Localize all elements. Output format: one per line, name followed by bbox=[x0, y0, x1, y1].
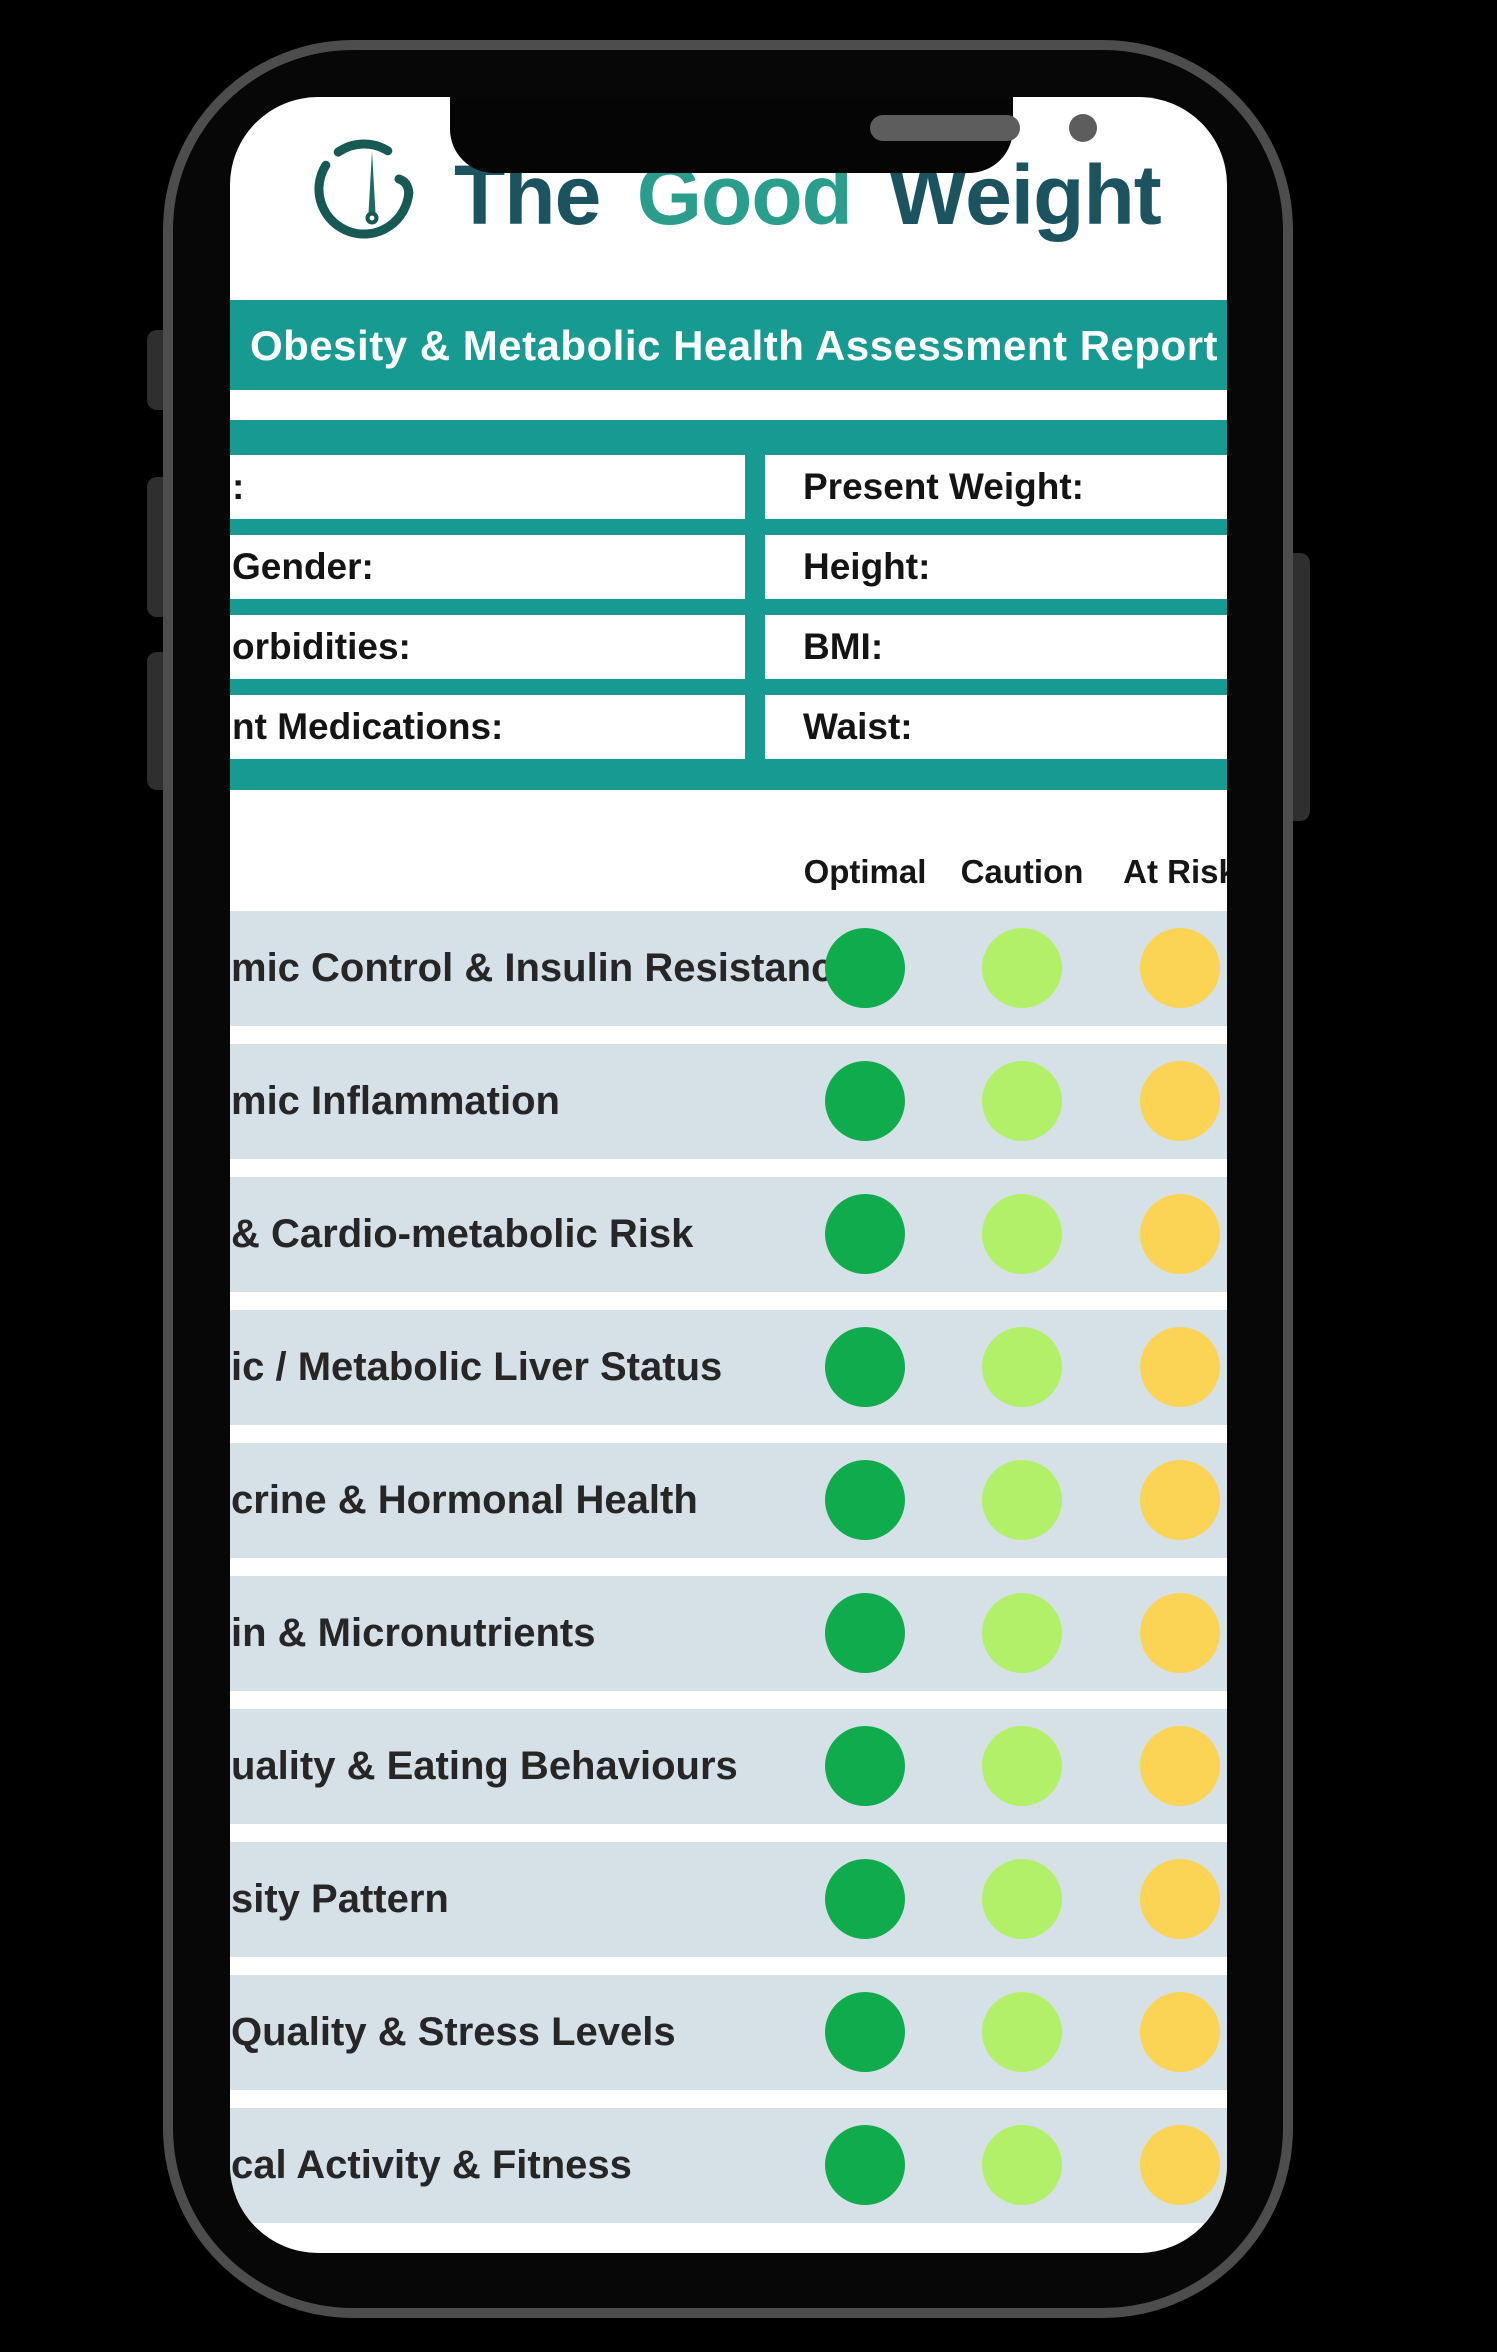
status-dot-optimal bbox=[825, 1593, 905, 1673]
patient-field-right-2: BMI: bbox=[765, 615, 1227, 679]
report-title: Obesity & Metabolic Health Assessment Re… bbox=[250, 322, 1219, 369]
status-dot-at_risk bbox=[1140, 1061, 1220, 1141]
report-title-banner: Obesity & Metabolic Health Assessment Re… bbox=[230, 300, 1227, 390]
status-dot-caution bbox=[982, 2125, 1062, 2205]
legend-header-caution: Caution bbox=[960, 853, 1084, 890]
legend-header-optimal: Optimal bbox=[803, 853, 927, 890]
status-dot-at_risk bbox=[1140, 1992, 1220, 2072]
status-dot-caution bbox=[982, 1460, 1062, 1540]
category-label: crine & Hormonal Health bbox=[231, 1478, 698, 1522]
status-dot-optimal bbox=[825, 1859, 905, 1939]
patient-field-left-2-label: orbidities: bbox=[232, 626, 411, 667]
category-row: & Cardio-metabolic Risk bbox=[230, 1177, 1227, 1292]
category-row: mic Control & Insulin Resistance bbox=[230, 911, 1227, 1026]
category-label: & Cardio-metabolic Risk bbox=[231, 1212, 694, 1256]
patient-field-left-0-label: : bbox=[232, 466, 245, 507]
status-dot-caution bbox=[982, 1194, 1062, 1274]
patient-field-left-1-label: Gender: bbox=[232, 546, 374, 587]
status-dot-at_risk bbox=[1140, 928, 1220, 1008]
category-label: uality & Eating Behaviours bbox=[231, 1744, 738, 1788]
category-row: sity Pattern bbox=[230, 1842, 1227, 1957]
status-dot-caution bbox=[982, 1726, 1062, 1806]
patient-field-right-0-label: Present Weight: bbox=[803, 466, 1084, 507]
category-row: Quality & Stress Levels bbox=[230, 1975, 1227, 2090]
category-row: cal Activity & Fitness bbox=[230, 2108, 1227, 2223]
status-dot-optimal bbox=[825, 1327, 905, 1407]
status-dot-optimal bbox=[825, 1061, 905, 1141]
status-dot-caution bbox=[982, 1992, 1062, 2072]
patient-field-left-3: nt Medications: bbox=[230, 695, 745, 759]
patient-info-table: : Gender: orbidities: nt Medications: Presen… bbox=[230, 420, 1227, 790]
gauge-needle bbox=[368, 151, 376, 213]
category-label: ic / Metabolic Liver Status bbox=[231, 1345, 723, 1389]
patient-field-left-2: orbidities: bbox=[230, 615, 745, 679]
patient-field-right-1: Height: bbox=[765, 535, 1227, 599]
status-dot-caution bbox=[982, 1327, 1062, 1407]
phone-notch bbox=[450, 97, 1097, 173]
patient-field-right-3-label: Waist: bbox=[803, 706, 913, 747]
phone-screen: The Good Weight Obesity & Metabolic Heal… bbox=[230, 97, 1227, 2253]
status-dot-optimal bbox=[825, 1194, 905, 1274]
status-dot-optimal bbox=[825, 928, 905, 1008]
status-dot-at_risk bbox=[1140, 1593, 1220, 1673]
status-dot-optimal bbox=[825, 1992, 905, 2072]
category-label: Quality & Stress Levels bbox=[231, 2010, 676, 2054]
status-dot-caution bbox=[982, 1061, 1062, 1141]
category-label: cal Activity & Fitness bbox=[231, 2143, 632, 2187]
status-dot-at_risk bbox=[1140, 2125, 1220, 2205]
patient-field-left-0: : bbox=[230, 455, 745, 519]
patient-field-left-1: Gender: bbox=[230, 535, 745, 599]
status-dot-optimal bbox=[825, 1460, 905, 1540]
status-dot-optimal bbox=[825, 2125, 905, 2205]
category-row: in & Micronutrients bbox=[230, 1576, 1227, 1691]
status-dot-caution bbox=[982, 1593, 1062, 1673]
status-dot-at_risk bbox=[1140, 1460, 1220, 1540]
category-label: sity Pattern bbox=[231, 1877, 449, 1921]
patient-field-right-0: Present Weight: bbox=[765, 455, 1227, 519]
gauge-dial-icon bbox=[314, 139, 414, 239]
status-dot-at_risk bbox=[1140, 1859, 1220, 1939]
category-row: ic / Metabolic Liver Status bbox=[230, 1310, 1227, 1425]
patient-field-right-2-label: BMI: bbox=[803, 626, 884, 667]
speaker-grill-icon bbox=[870, 115, 1020, 141]
status-dot-at_risk bbox=[1140, 1194, 1220, 1274]
category-row: uality & Eating Behaviours bbox=[230, 1709, 1227, 1824]
patient-field-right-1-label: Height: bbox=[803, 546, 931, 587]
category-label: in & Micronutrients bbox=[231, 1611, 596, 1655]
category-row: crine & Hormonal Health bbox=[230, 1443, 1227, 1558]
status-dot-caution bbox=[982, 928, 1062, 1008]
front-camera-icon bbox=[1069, 114, 1097, 142]
category-label: mic Inflammation bbox=[231, 1079, 560, 1123]
status-dot-caution bbox=[982, 1859, 1062, 1939]
category-label: mic Control & Insulin Resistance bbox=[231, 946, 856, 990]
patient-field-left-3-label: nt Medications: bbox=[232, 706, 504, 747]
patient-field-right-3: Waist: bbox=[765, 695, 1227, 759]
status-dot-at_risk bbox=[1140, 1726, 1220, 1806]
category-row: mic Inflammation bbox=[230, 1044, 1227, 1159]
legend-header-at-risk: At Risk bbox=[1123, 853, 1227, 890]
status-dot-at_risk bbox=[1140, 1327, 1220, 1407]
status-dot-optimal bbox=[825, 1726, 905, 1806]
